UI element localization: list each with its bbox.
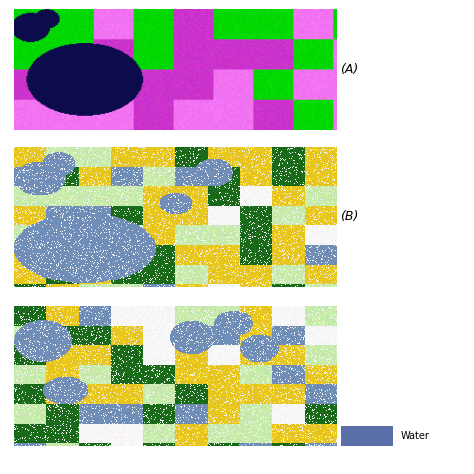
Text: Water: Water <box>401 431 429 441</box>
Text: (A): (A) <box>340 64 358 76</box>
FancyBboxPatch shape <box>341 426 393 446</box>
Text: (B): (B) <box>340 210 358 223</box>
